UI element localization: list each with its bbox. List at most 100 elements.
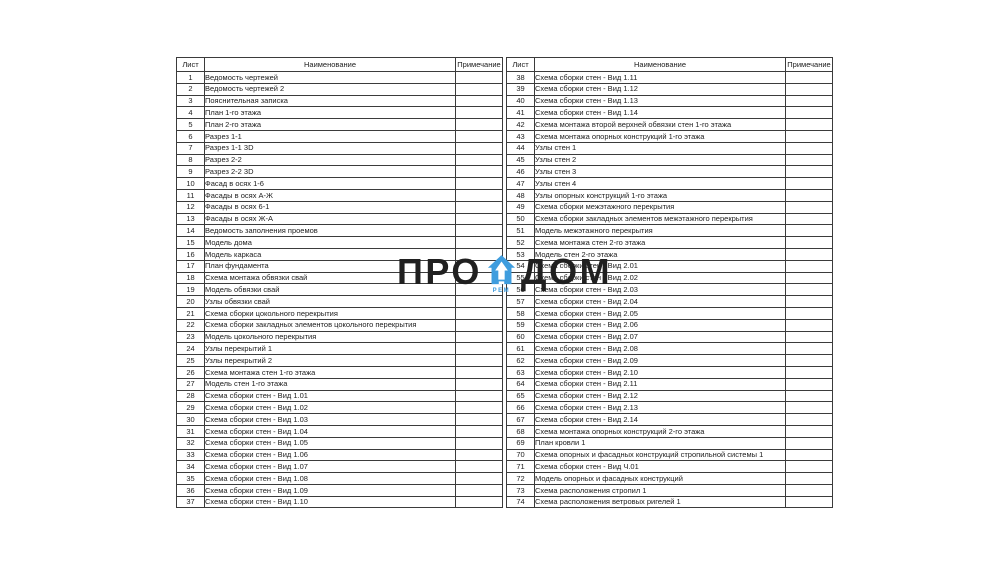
sheet-number: 73 bbox=[506, 483, 535, 497]
sheet-name: Схема сборки стен - Вид 2.05 bbox=[534, 306, 786, 320]
sheet-row: 18 Схема монтажа обвязки свай bbox=[176, 271, 503, 285]
sheet-row: 61 Схема сборки стен - Вид 2.08 bbox=[506, 342, 833, 356]
sheet-row: 35 Схема сборки стен - Вид 1.08 bbox=[176, 472, 503, 485]
sheet-number: 51 bbox=[506, 224, 535, 238]
sheet-name: Узлы стен 2 bbox=[534, 153, 786, 167]
sheet-number: 13 bbox=[176, 212, 205, 226]
sheet-number: 65 bbox=[506, 389, 535, 403]
sheet-name: Модель стен 1-го этажа bbox=[204, 377, 456, 391]
sheet-note bbox=[455, 153, 503, 167]
sheet-number: 34 bbox=[176, 460, 205, 474]
sheet-number: 17 bbox=[176, 259, 205, 273]
sheet-number: 44 bbox=[506, 141, 535, 155]
sheet-number: 25 bbox=[176, 354, 205, 367]
sheet-number: 24 bbox=[176, 342, 205, 356]
sheet-row: 26 Схема монтажа стен 1-го этажа bbox=[176, 365, 503, 379]
sheet-name: Модель дома bbox=[204, 236, 456, 249]
sheet-number: 60 bbox=[506, 330, 535, 344]
sheet-name: Схема сборки стен - Вид Ч.01 bbox=[534, 460, 786, 474]
sheet-name: План кровли 1 bbox=[534, 436, 786, 450]
sheet-row: 29 Схема сборки стен - Вид 1.02 bbox=[176, 401, 503, 415]
sheet-number: 48 bbox=[506, 188, 535, 202]
sheet-row: 31 Схема сборки стен - Вид 1.04 bbox=[176, 424, 503, 438]
sheet-number: 63 bbox=[506, 365, 535, 379]
sheet-name: План 1-го этажа bbox=[204, 106, 456, 120]
sheet-note bbox=[785, 401, 833, 415]
sheet-note bbox=[785, 165, 833, 179]
sheet-name: Схема монтажа стен 1-го этажа bbox=[204, 365, 456, 379]
sheet-number: 31 bbox=[176, 424, 205, 438]
sheet-row: 52 Схема монтажа стен 2-го этажа bbox=[506, 236, 833, 249]
sheet-row: 59 Схема сборки стен - Вид 2.06 bbox=[506, 318, 833, 332]
sheet-note bbox=[785, 330, 833, 344]
sheet-row: 19 Модель обвязки свай bbox=[176, 283, 503, 297]
sheet-number: 69 bbox=[506, 436, 535, 450]
sheet-name: Схема сборки стен - Вид 1.05 bbox=[204, 436, 456, 450]
sheet-row: 57 Схема сборки стен - Вид 2.04 bbox=[506, 295, 833, 308]
sheet-name: Модель цокольного перекрытия bbox=[204, 330, 456, 344]
sheet-number: 61 bbox=[506, 342, 535, 356]
sheet-number: 30 bbox=[176, 413, 205, 426]
sheet-number: 28 bbox=[176, 389, 205, 403]
sheet-number: 64 bbox=[506, 377, 535, 391]
watermark-text-dom: ДОМ bbox=[520, 251, 613, 292]
sheet-row: 55 Схема сборки стен - Вид 2.02 bbox=[506, 271, 833, 285]
sheet-name: Схема монтажа второй верхней обвязки сте… bbox=[534, 118, 786, 131]
sheet-note bbox=[785, 106, 833, 120]
sheet-row: 67 Схема сборки стен - Вид 2.14 bbox=[506, 413, 833, 426]
sheet-name: Схема монтажа опорных конструкций 1-го э… bbox=[534, 129, 786, 143]
sheet-name: Схема сборки стен - Вид 1.13 bbox=[534, 94, 786, 108]
sheet-note bbox=[785, 460, 833, 474]
sheet-row: 16 Модель каркаса bbox=[176, 247, 503, 261]
sheet-number: 68 bbox=[506, 424, 535, 438]
sheet-number: 9 bbox=[176, 165, 205, 179]
sheet-name: Ведомость чертежей 2 bbox=[204, 82, 456, 96]
sheet-row: 32 Схема сборки стен - Вид 1.05 bbox=[176, 436, 503, 450]
sheet-note bbox=[785, 495, 833, 509]
sheet-row: 33 Схема сборки стен - Вид 1.06 bbox=[176, 448, 503, 462]
sheet-note bbox=[455, 177, 503, 190]
sheet-row: 2 Ведомость чертежей 2 bbox=[176, 82, 503, 96]
sheet-name: Разрез 2-2 3D bbox=[204, 165, 456, 179]
sheet-name: Фасады в осях А-Ж bbox=[204, 188, 456, 202]
sheet-row: 73 Схема расположения стропил 1 bbox=[506, 483, 833, 497]
sheet-note bbox=[785, 259, 833, 273]
sheet-number: 20 bbox=[176, 295, 205, 308]
sheet-name: Схема сборки стен - Вид 2.11 bbox=[534, 377, 786, 391]
sheet-note bbox=[785, 472, 833, 485]
sheet-number: 35 bbox=[176, 472, 205, 485]
sheet-note bbox=[785, 283, 833, 297]
sheet-tables-container: Лист Наименование Примечание 1 Ведомость чер… bbox=[176, 57, 833, 509]
sheet-row: 64 Схема сборки стен - Вид 2.11 bbox=[506, 377, 833, 391]
sheet-number: 66 bbox=[506, 401, 535, 415]
sheet-number: 16 bbox=[176, 247, 205, 261]
sheet-number: 21 bbox=[176, 306, 205, 320]
sheet-note bbox=[455, 377, 503, 391]
sheet-name: Модель межэтажного перекрытия bbox=[534, 224, 786, 238]
sheet-name: Схема сборки стен - Вид 2.04 bbox=[534, 295, 786, 308]
sheet-number: 32 bbox=[176, 436, 205, 450]
sheet-name: Модель опорных и фасадных конструкций bbox=[534, 472, 786, 485]
sheet-note bbox=[455, 118, 503, 131]
column-header: Лист bbox=[506, 57, 535, 72]
sheet-number: 41 bbox=[506, 106, 535, 120]
sheet-number: 72 bbox=[506, 472, 535, 485]
sheet-number: 62 bbox=[506, 354, 535, 367]
sheet-note bbox=[455, 330, 503, 344]
sheet-number: 12 bbox=[176, 200, 205, 214]
sheet-note bbox=[455, 401, 503, 415]
sheet-note bbox=[785, 212, 833, 226]
sheet-row: 25 Узлы перекрытий 2 bbox=[176, 354, 503, 367]
sheet-name: Фасад в осях 1-6 bbox=[204, 177, 456, 190]
sheet-name: Узлы обвязки свай bbox=[204, 295, 456, 308]
sheet-name: Схема монтажа опорных конструкций 2-го э… bbox=[534, 424, 786, 438]
sheet-name: Схема монтажа стен 2-го этажа bbox=[534, 236, 786, 249]
sheet-row: 27 Модель стен 1-го этажа bbox=[176, 377, 503, 391]
sheet-note bbox=[455, 283, 503, 297]
header-row: Лист Наименование Примечание bbox=[176, 57, 503, 72]
sheet-number: 36 bbox=[176, 483, 205, 497]
sheet-number: 58 bbox=[506, 306, 535, 320]
sheet-note bbox=[785, 389, 833, 403]
sheet-row: 23 Модель цокольного перекрытия bbox=[176, 330, 503, 344]
sheet-number: 3 bbox=[176, 94, 205, 108]
